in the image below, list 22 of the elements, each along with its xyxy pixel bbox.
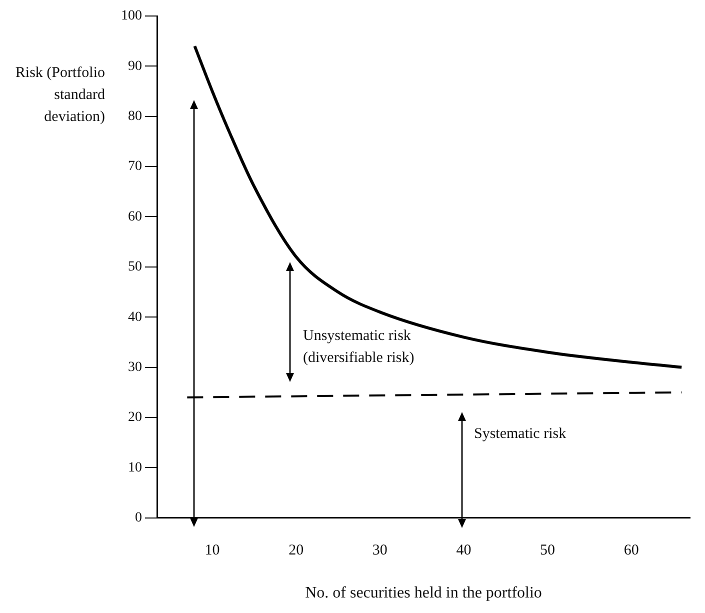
y-tick-label: 30 (128, 360, 142, 375)
x-axis-title: No. of securities held in the portfolio (305, 584, 542, 602)
y-tick-label: 20 (128, 410, 142, 426)
annotation: Unsystematic risk (diversifiable risk) (303, 327, 416, 368)
x-tick-label: 20 (288, 542, 304, 559)
x-tick-label: 50 (540, 542, 556, 559)
y-tick-label: 70 (128, 159, 142, 174)
y-tick-label: 10 (128, 460, 142, 476)
line-series (193, 44, 684, 369)
x-tick-label: 30 (372, 542, 388, 559)
y-tick-label: 100 (121, 8, 142, 24)
x-tick-label: 60 (624, 542, 639, 559)
y-tick-label: 80 (128, 109, 142, 124)
y-tick-label: 60 (128, 209, 142, 224)
annotation: Systematic risk (474, 425, 568, 444)
y-tick-label: 0 (135, 510, 142, 526)
y-tick-label: 90 (128, 58, 142, 74)
y-tick-label: 50 (128, 260, 142, 275)
y-tick-label: 40 (128, 310, 142, 325)
y-axis-title: Risk (Portfolio standard deviation) (14, 64, 105, 127)
x-tick-label: 40 (456, 542, 472, 559)
x-tick-label: 10 (204, 542, 220, 559)
